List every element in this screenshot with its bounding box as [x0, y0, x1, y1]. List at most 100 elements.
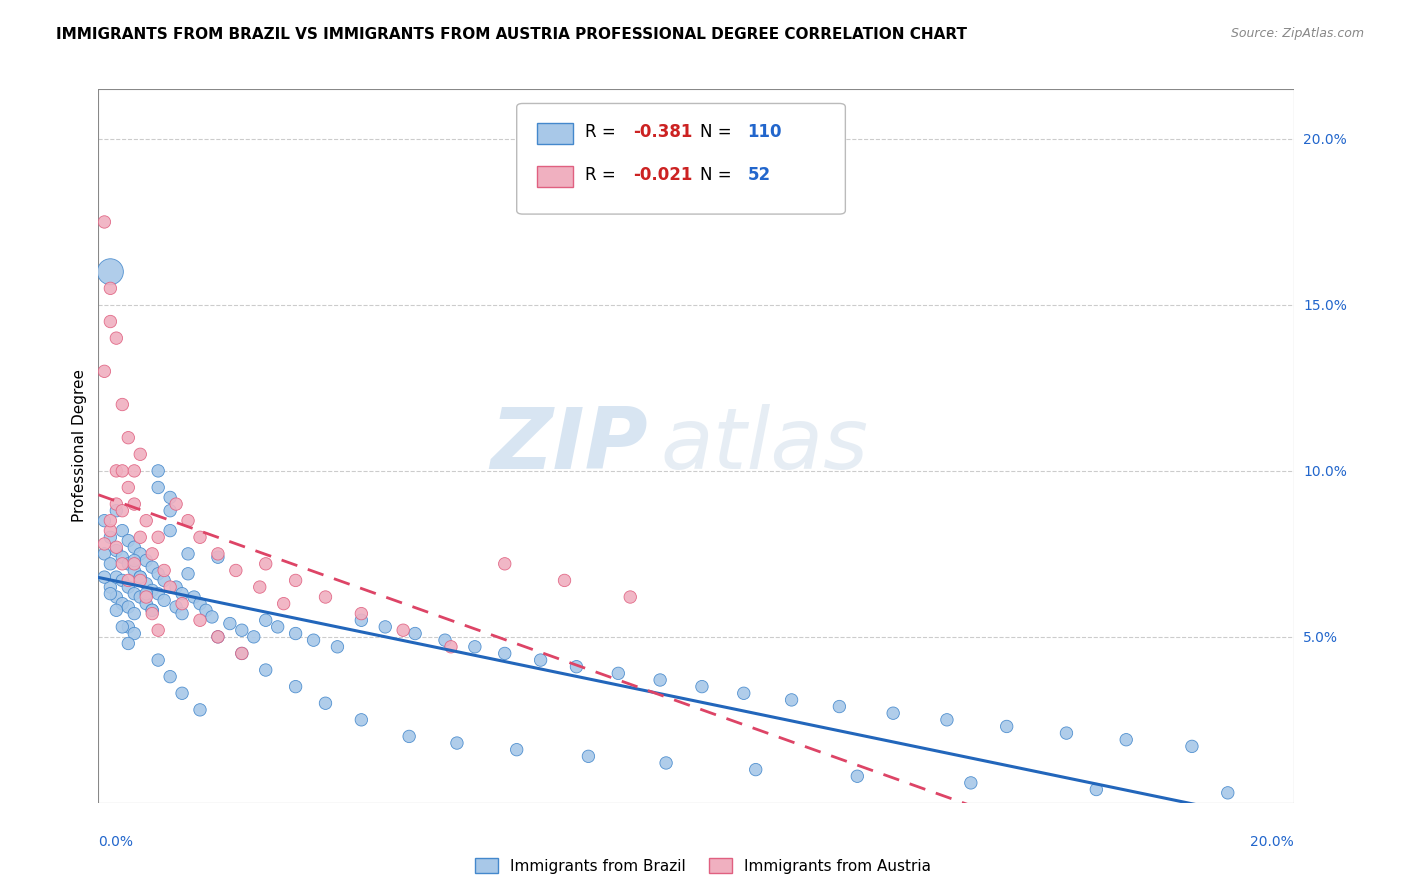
Y-axis label: Professional Degree: Professional Degree	[72, 369, 87, 523]
Point	[98, 524, 122, 538]
Point	[315, 590, 337, 604]
Point	[828, 699, 851, 714]
Point	[733, 686, 755, 700]
Point	[148, 481, 170, 495]
Point	[936, 713, 959, 727]
Point	[98, 514, 122, 528]
Point	[554, 574, 576, 588]
Point	[1115, 732, 1137, 747]
FancyBboxPatch shape	[537, 123, 572, 145]
Point	[93, 364, 115, 378]
Point	[607, 666, 630, 681]
Point	[398, 730, 420, 744]
Point	[135, 576, 157, 591]
Point	[117, 431, 139, 445]
Point	[148, 653, 170, 667]
Point	[129, 447, 152, 461]
Point	[98, 314, 122, 328]
Point	[446, 736, 468, 750]
Point	[374, 620, 396, 634]
Point	[172, 686, 194, 700]
Point	[105, 331, 128, 345]
Point	[93, 570, 115, 584]
Point	[135, 514, 157, 528]
Point	[124, 626, 146, 640]
Point	[98, 281, 122, 295]
Point	[98, 587, 122, 601]
Point	[98, 580, 122, 594]
Point	[350, 713, 373, 727]
Point	[315, 696, 337, 710]
Point	[117, 620, 139, 634]
FancyBboxPatch shape	[517, 103, 845, 214]
Point	[111, 397, 134, 411]
Point	[619, 590, 641, 604]
Point	[1181, 739, 1204, 754]
Point	[111, 550, 134, 565]
Point	[188, 530, 211, 544]
Point	[93, 537, 115, 551]
Text: Source: ZipAtlas.com: Source: ZipAtlas.com	[1230, 27, 1364, 40]
FancyBboxPatch shape	[537, 166, 572, 187]
Point	[159, 504, 181, 518]
Point	[148, 566, 170, 581]
Point	[153, 574, 176, 588]
Point	[117, 599, 139, 614]
Point	[135, 590, 157, 604]
Point	[183, 590, 205, 604]
Point	[148, 587, 170, 601]
Text: atlas: atlas	[661, 404, 868, 488]
Point	[93, 514, 115, 528]
Point	[231, 647, 253, 661]
Point	[124, 540, 146, 554]
Point	[207, 547, 229, 561]
Point	[254, 557, 277, 571]
Point	[159, 524, 181, 538]
Text: IMMIGRANTS FROM BRAZIL VS IMMIGRANTS FROM AUSTRIA PROFESSIONAL DEGREE CORRELATIO: IMMIGRANTS FROM BRAZIL VS IMMIGRANTS FRO…	[56, 27, 967, 42]
Point	[995, 719, 1018, 733]
Point	[129, 590, 152, 604]
Point	[159, 491, 181, 505]
Point	[105, 603, 128, 617]
Point	[117, 481, 139, 495]
Text: 0.0%: 0.0%	[98, 835, 134, 849]
Point	[440, 640, 463, 654]
Point	[124, 607, 146, 621]
Point	[124, 497, 146, 511]
Text: N =: N =	[700, 123, 737, 141]
Point	[254, 613, 277, 627]
Point	[117, 636, 139, 650]
Point	[172, 587, 194, 601]
Point	[124, 564, 146, 578]
Point	[105, 543, 128, 558]
Point	[141, 547, 163, 561]
Point	[111, 557, 134, 571]
Point	[148, 624, 170, 638]
Point	[111, 504, 134, 518]
Text: R =: R =	[585, 123, 621, 141]
Point	[124, 587, 146, 601]
Point	[254, 663, 277, 677]
Point	[98, 530, 122, 544]
Point	[172, 607, 194, 621]
Point	[165, 599, 187, 614]
Point	[111, 620, 134, 634]
Text: -0.021: -0.021	[633, 166, 692, 184]
Point	[249, 580, 271, 594]
Text: -0.381: -0.381	[633, 123, 692, 141]
Point	[153, 564, 176, 578]
Point	[1216, 786, 1239, 800]
Point	[177, 547, 200, 561]
Point	[690, 680, 713, 694]
Point	[494, 647, 516, 661]
Point	[172, 597, 194, 611]
Point	[392, 624, 415, 638]
Point	[960, 776, 983, 790]
Point	[494, 557, 516, 571]
Point	[141, 603, 163, 617]
Point	[117, 580, 139, 594]
Point	[188, 703, 211, 717]
Point	[780, 693, 803, 707]
Point	[284, 574, 307, 588]
Point	[350, 613, 373, 627]
